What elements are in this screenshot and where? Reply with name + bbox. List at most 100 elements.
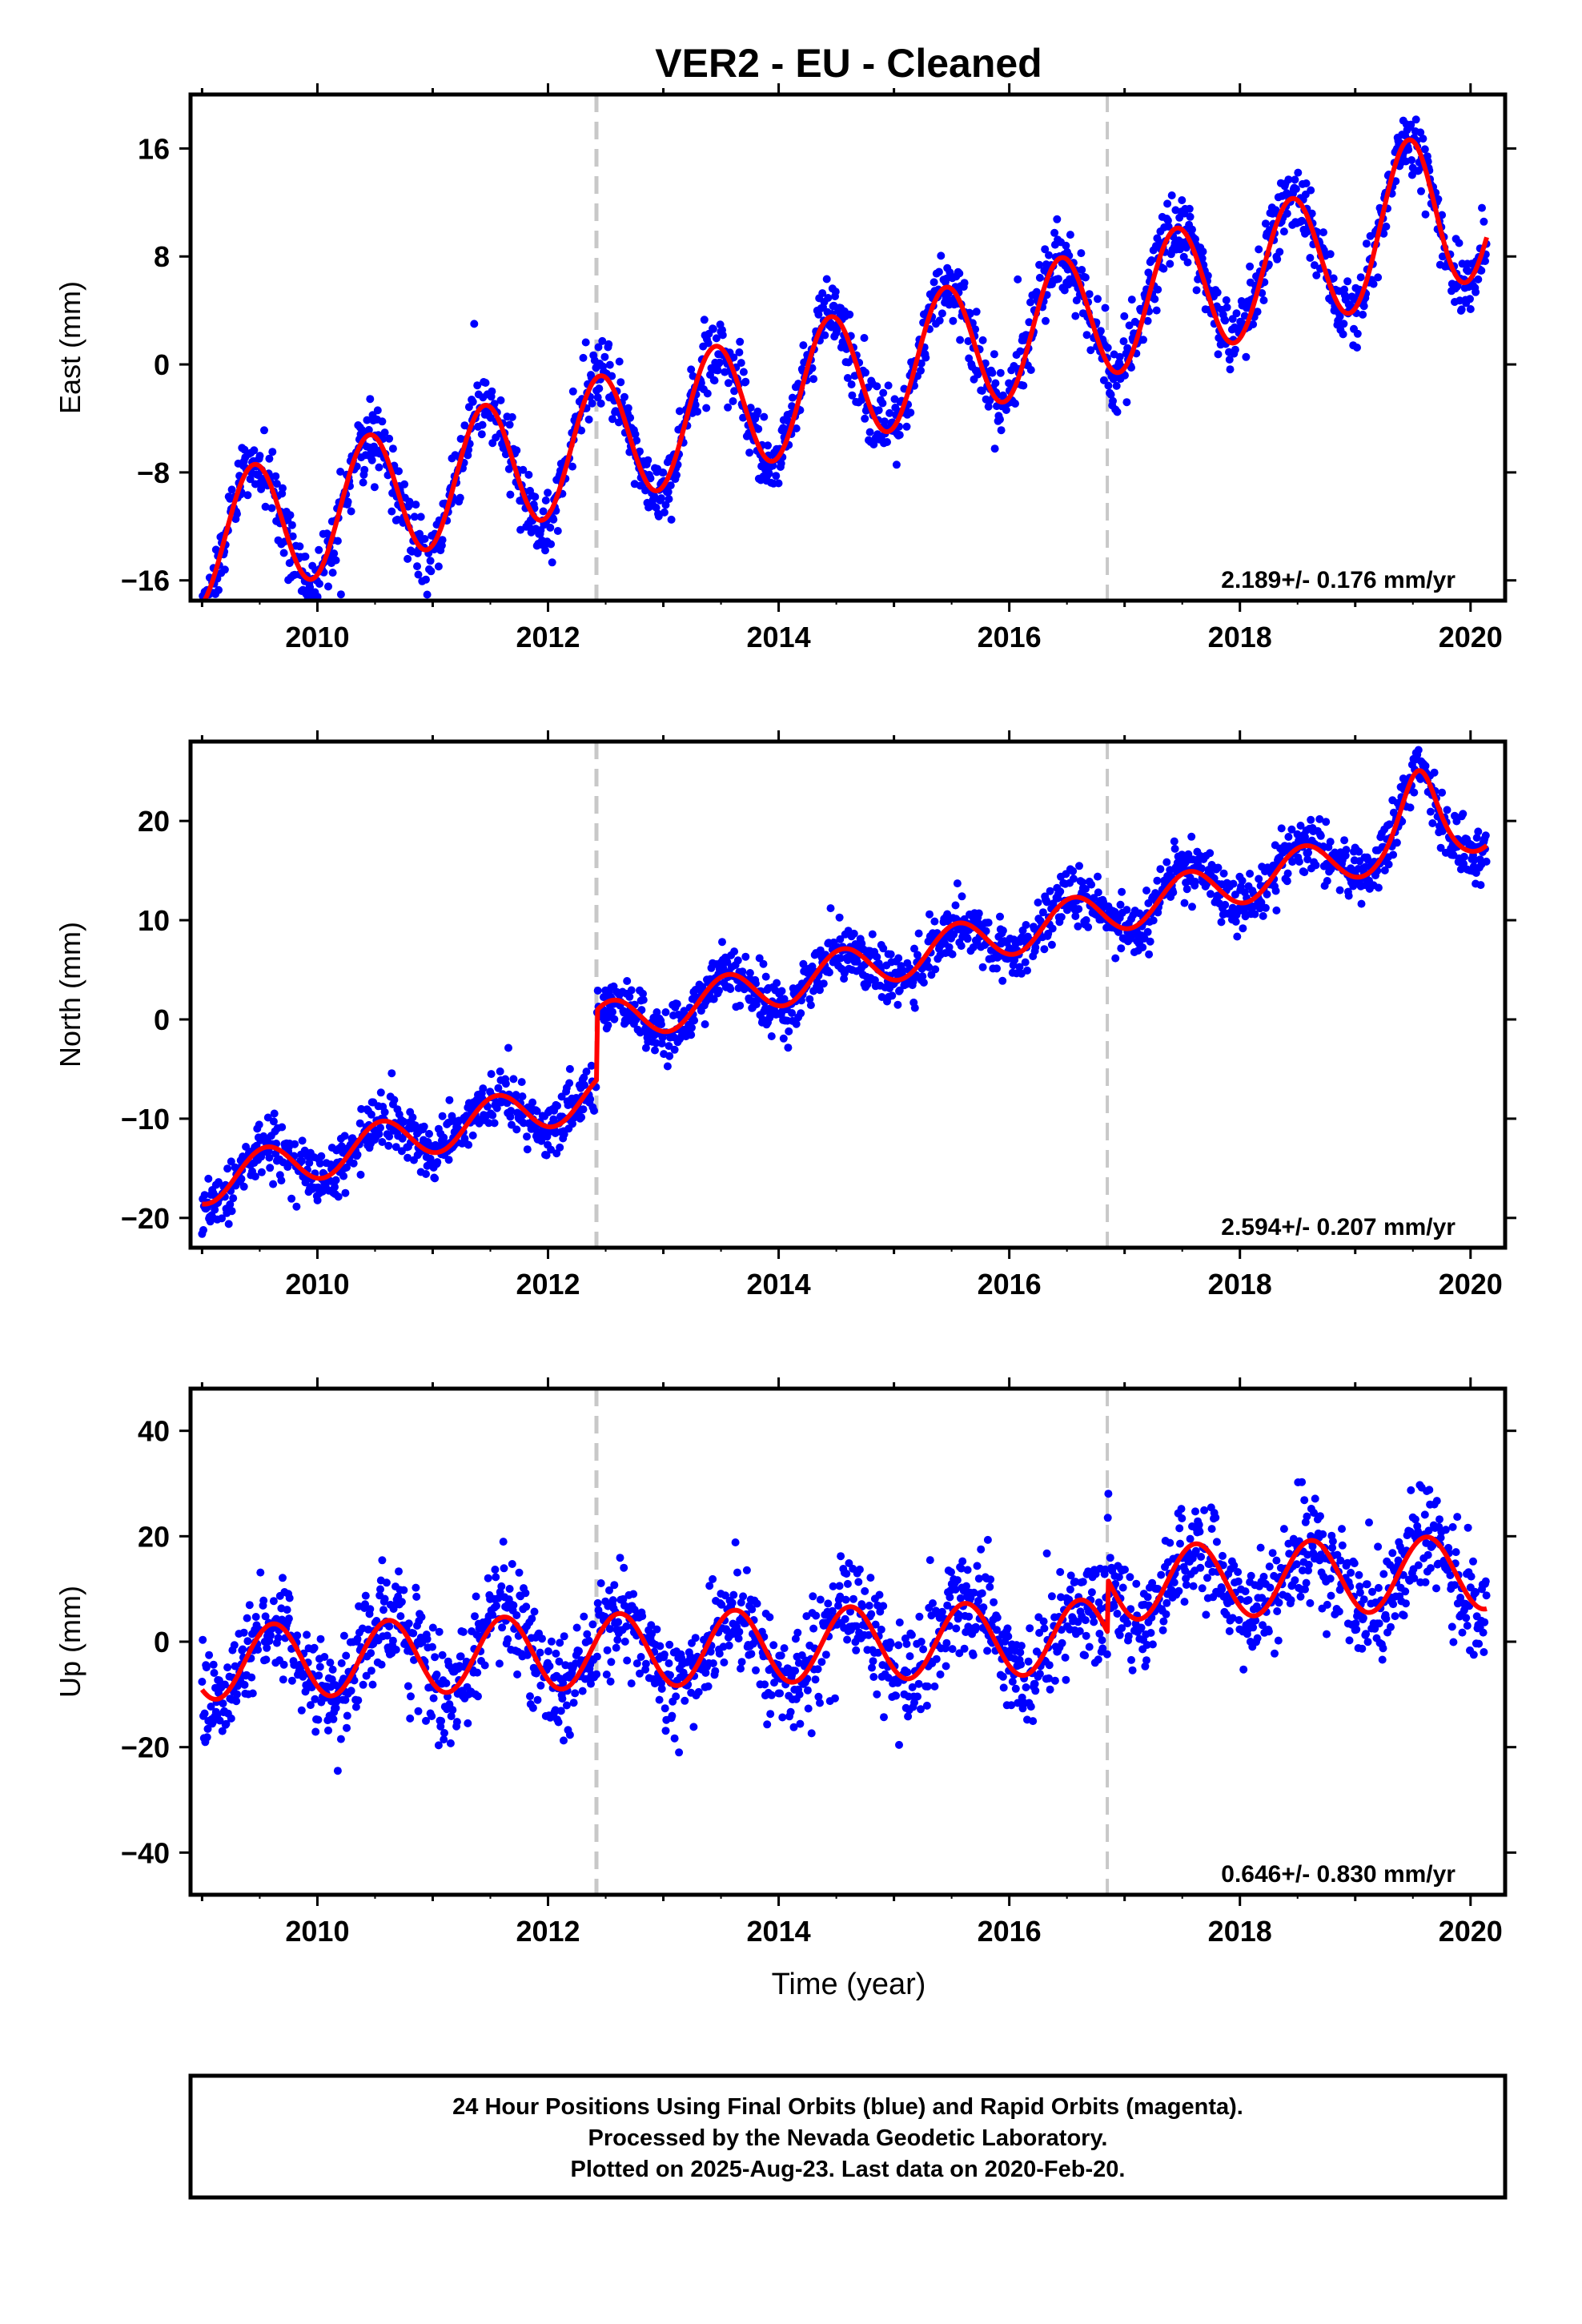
data-point: [861, 414, 869, 423]
data-point: [742, 1566, 751, 1574]
data-point: [293, 1631, 302, 1640]
data-point: [603, 1646, 612, 1655]
data-point: [360, 465, 369, 474]
data-point: [435, 1627, 444, 1636]
data-point: [1008, 1677, 1017, 1686]
data-point: [353, 1150, 362, 1159]
data-point: [905, 1652, 914, 1661]
data-point: [931, 965, 940, 974]
data-point: [518, 1092, 527, 1101]
x-tick-label: 2020: [1439, 621, 1503, 653]
data-point: [268, 448, 277, 456]
data-point: [1046, 1685, 1054, 1694]
data-point: [572, 1623, 581, 1632]
rate-label: 2.189+/- 0.176 mm/yr: [1221, 567, 1456, 593]
data-point: [845, 310, 854, 319]
data-point: [404, 1619, 413, 1628]
data-point: [1017, 1642, 1026, 1651]
data-point: [955, 269, 964, 278]
data-point: [378, 1556, 387, 1565]
data-point: [1246, 870, 1255, 878]
data-point: [957, 942, 966, 951]
data-point: [1374, 883, 1383, 892]
data-point: [396, 1612, 405, 1621]
data-point: [1042, 1549, 1051, 1558]
data-point: [986, 1575, 995, 1584]
data-point: [481, 379, 490, 387]
data-point: [624, 404, 632, 412]
data-point: [1213, 288, 1222, 297]
data-point: [693, 408, 702, 416]
data-point: [1457, 305, 1466, 314]
data-point: [998, 927, 1007, 935]
data-point: [620, 392, 628, 401]
data-point: [1185, 204, 1194, 213]
data-point: [724, 379, 733, 388]
data-point: [554, 1718, 563, 1727]
data-point: [806, 1001, 815, 1010]
data-point: [641, 1043, 650, 1052]
data-point: [544, 1647, 552, 1655]
data-point: [718, 331, 727, 340]
data-point: [730, 947, 739, 956]
data-point: [811, 1675, 820, 1684]
data-point: [478, 420, 487, 429]
data-point: [215, 585, 223, 594]
data-point: [376, 1124, 384, 1132]
data-point: [919, 979, 928, 987]
data-point: [303, 1630, 311, 1639]
data-point: [709, 1574, 717, 1583]
data-point: [1096, 327, 1105, 336]
data-point: [1238, 876, 1247, 885]
data-point: [778, 1713, 787, 1722]
data-point: [767, 1032, 776, 1040]
data-point: [1039, 1617, 1048, 1626]
data-point: [650, 492, 659, 501]
data-point: [1339, 320, 1348, 328]
data-point: [407, 1692, 415, 1701]
data-point: [986, 1582, 994, 1591]
data-point: [492, 1602, 500, 1610]
data-point: [1180, 899, 1189, 907]
data-point: [522, 1602, 531, 1611]
data-point: [835, 913, 844, 922]
data-point: [804, 1704, 813, 1713]
data-point: [509, 1601, 518, 1610]
data-point: [1233, 932, 1242, 941]
data-point: [1366, 231, 1375, 240]
data-point: [993, 964, 1001, 973]
data-point: [1455, 239, 1464, 247]
data-point: [579, 353, 588, 362]
data-point: [501, 1080, 510, 1088]
data-point: [480, 1661, 489, 1670]
data-point: [670, 1045, 679, 1054]
data-point: [849, 1594, 857, 1603]
data-point: [317, 1152, 326, 1160]
data-point: [376, 1088, 385, 1097]
data-point: [517, 1078, 526, 1087]
data-point: [495, 1659, 504, 1668]
data-point: [930, 1682, 939, 1691]
data-point: [813, 979, 822, 988]
data-point: [528, 1614, 536, 1623]
data-point: [1207, 890, 1215, 899]
data-point: [895, 431, 904, 440]
data-point: [456, 493, 464, 502]
data-point: [423, 1634, 432, 1643]
data-point: [1374, 273, 1383, 282]
data-point: [934, 267, 943, 276]
plot-area: [198, 1389, 1491, 1895]
data-point: [973, 1562, 982, 1570]
data-point: [1255, 875, 1263, 883]
data-point: [639, 995, 648, 1004]
data-point: [239, 1628, 248, 1637]
data-point: [1087, 880, 1096, 889]
y-tick-label: −8: [137, 456, 170, 489]
data-point: [1261, 219, 1270, 228]
data-point: [974, 909, 983, 918]
data-point: [1357, 899, 1366, 908]
data-point: [1170, 837, 1178, 846]
data-point: [1094, 1655, 1102, 1664]
data-point: [665, 1042, 673, 1051]
data-point: [263, 1643, 271, 1652]
